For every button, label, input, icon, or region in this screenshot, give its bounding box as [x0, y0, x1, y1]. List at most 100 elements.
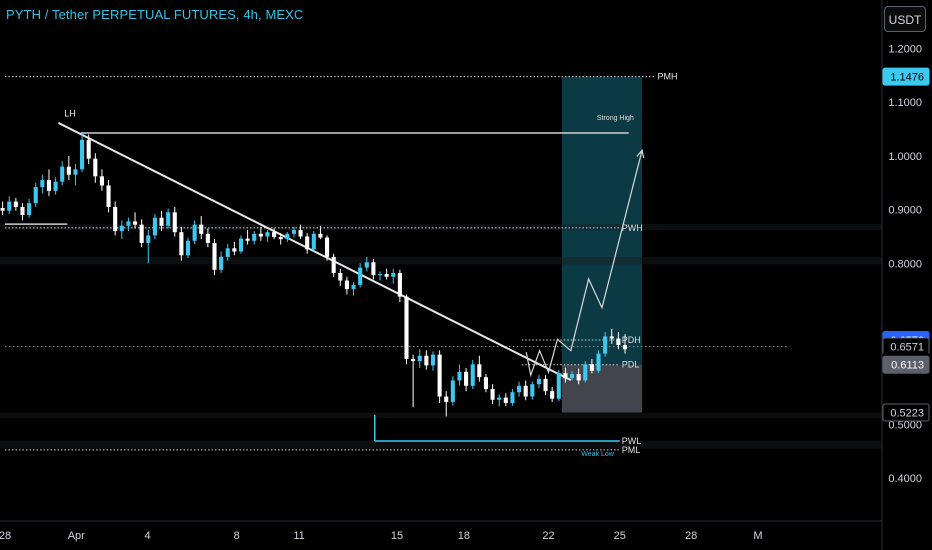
- x-tick-label: 18: [458, 530, 470, 542]
- candle-body: [212, 242, 217, 270]
- candle-body: [132, 221, 138, 225]
- candle-body: [46, 180, 52, 191]
- annotation-weak-low: Weak Low: [581, 451, 614, 458]
- candle-body: [13, 201, 18, 207]
- candle-body: [93, 158, 98, 177]
- candle-body: [205, 233, 210, 243]
- candle-body: [66, 166, 71, 175]
- candle-body: [40, 180, 45, 188]
- candle-body: [185, 240, 191, 256]
- price-tag-bg: [882, 67, 930, 86]
- candle-body: [622, 344, 628, 350]
- candle-body: [351, 284, 356, 290]
- candle-body: [159, 217, 164, 226]
- candle-body: [371, 262, 376, 276]
- candle-body: [517, 385, 522, 393]
- y-tick-label: 1.2000: [888, 44, 922, 56]
- candle-body: [285, 233, 290, 240]
- candle-body: [192, 224, 197, 241]
- y-tick-label: 0.8000: [888, 258, 922, 270]
- candle-body: [503, 397, 508, 403]
- candle-body: [238, 238, 244, 252]
- currency-button[interactable]: USDT: [884, 6, 926, 32]
- x-tick-label: 28: [0, 530, 11, 542]
- candle-body: [179, 232, 184, 256]
- candle-body: [0, 208, 5, 211]
- candle-body: [576, 373, 581, 381]
- candle-body: [126, 221, 131, 226]
- candle-body: [550, 391, 555, 399]
- level-label-pwh: PWH: [622, 223, 643, 233]
- x-tick-label: Apr: [68, 530, 85, 542]
- candle-body: [589, 364, 594, 371]
- candle-body: [411, 358, 416, 362]
- candle-body: [199, 224, 204, 234]
- y-tick-label: 1.0000: [888, 151, 922, 163]
- candle-body: [53, 181, 58, 191]
- candle-body: [556, 372, 561, 399]
- level-band: [0, 256, 882, 265]
- candle-body: [252, 233, 257, 241]
- candle-body: [331, 256, 336, 274]
- price-tag-bg: [882, 403, 930, 422]
- candle-body: [166, 212, 171, 226]
- target-zone: [561, 76, 643, 365]
- candle-body: [99, 176, 104, 186]
- projection-path: [525, 150, 643, 378]
- candle-body: [27, 203, 32, 216]
- candle-body: [430, 354, 436, 366]
- candle-body: [457, 371, 462, 381]
- candle-body: [583, 364, 588, 381]
- candle-body: [437, 354, 442, 397]
- candle-body: [344, 280, 349, 290]
- candle-body: [596, 353, 601, 371]
- candle-body: [384, 274, 389, 277]
- candle-body: [119, 225, 124, 232]
- descending-trendline[interactable]: [58, 122, 572, 381]
- y-tick-label: 0.9000: [888, 205, 922, 217]
- y-tick-label: 0.5000: [888, 419, 922, 431]
- price-tag-label: 0.5223: [890, 407, 924, 419]
- candle-body: [33, 187, 38, 204]
- candle-body: [417, 355, 422, 362]
- x-tick-label: 8: [234, 530, 240, 542]
- y-tick-label: 0.4000: [888, 473, 922, 485]
- candle-body: [530, 384, 535, 397]
- candle-body: [364, 262, 369, 268]
- level-label-pml: PML: [622, 445, 641, 455]
- candle-body: [609, 336, 614, 339]
- price-tag-label: 0.6571: [890, 341, 924, 353]
- x-tick-label: 4: [145, 530, 151, 542]
- projection-arrowhead: [636, 148, 645, 159]
- candle-body: [338, 273, 343, 281]
- annotation-lh: LH: [64, 109, 76, 119]
- candle-body: [470, 364, 475, 386]
- candle-body: [477, 364, 482, 378]
- candle-body: [325, 237, 330, 257]
- level-label-pwl: PWL: [622, 436, 642, 446]
- candle-body: [232, 248, 237, 252]
- x-tick-label: 15: [391, 530, 403, 542]
- level-label-pdl: PDL: [622, 360, 640, 370]
- price-tag-bg: [882, 355, 930, 374]
- level-label-pmh: PMH: [657, 72, 677, 82]
- level-label-strong-high: Strong High: [597, 115, 634, 122]
- candle-body: [424, 355, 429, 366]
- x-tick-label: 22: [542, 530, 554, 542]
- candle-body: [450, 380, 455, 402]
- chart-title: PYTH / Tether PERPETUAL FUTURES, 4h, MEX…: [6, 7, 304, 22]
- candle-body: [113, 206, 118, 232]
- candle-body: [397, 273, 402, 297]
- candle-body: [265, 232, 270, 237]
- candle-body: [464, 371, 469, 386]
- candle-body: [146, 235, 151, 243]
- level-band: [0, 412, 882, 419]
- x-tick-label: 28: [685, 530, 697, 542]
- candle-body: [391, 273, 396, 277]
- stop-zone: [561, 364, 643, 413]
- candle-body: [219, 256, 224, 270]
- x-tick-label: 25: [614, 530, 626, 542]
- candle-body: [490, 389, 495, 400]
